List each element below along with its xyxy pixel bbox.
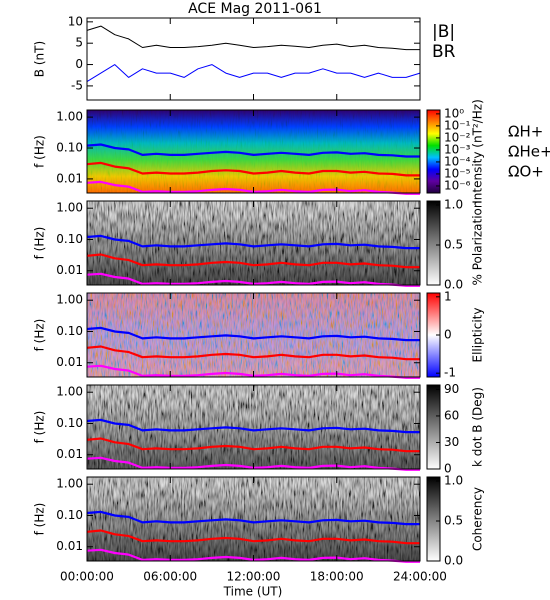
gyrofrequency-line <box>86 510 420 526</box>
gyrofrequency-line <box>86 143 420 158</box>
y-tick-label: -5 <box>71 78 83 92</box>
y-axis-label: f (Hz) <box>33 411 47 444</box>
y-tick-label: 0.10 <box>56 324 83 338</box>
colorbar-tick-label: 90 <box>444 382 459 396</box>
legend-label: ΩHe+ <box>508 143 550 161</box>
colorbar <box>426 109 441 194</box>
colorbar-tick-label: 10⁻⁶ <box>444 178 471 192</box>
colorbar-tick-label: 10⁰ <box>444 106 464 120</box>
gyrofrequency-line <box>86 234 420 250</box>
colorbar-tick-label: 10⁻¹ <box>444 118 471 132</box>
gyrofrequency-line <box>86 345 420 361</box>
y-axis-label: B (nT) <box>33 41 47 77</box>
colorbar-tick-label: 0.5 <box>444 238 463 252</box>
y-tick-label: 1.00 <box>56 477 83 491</box>
y-tick-label: 10 <box>68 14 83 28</box>
y-tick-label: 0.01 <box>56 355 83 369</box>
spectrogram-texture <box>87 293 420 377</box>
colorbar-tick-label: 1.0 <box>444 474 463 488</box>
y-tick-label: 1.00 <box>56 201 83 215</box>
colorbar-label: Ellipticity <box>471 308 485 363</box>
legend-label: BR <box>432 42 456 62</box>
spectrogram-texture <box>87 477 420 561</box>
y-tick-label: 0 <box>75 57 83 71</box>
y-tick-label: 0.10 <box>56 232 83 246</box>
gyrofrequency-line <box>86 326 420 342</box>
x-tick-label: 00:00:00 <box>60 570 114 584</box>
colorbar-tick-label: 60 <box>444 408 459 422</box>
spectrogram-texture <box>87 201 420 285</box>
legend-label: ΩH+ <box>508 123 543 141</box>
colorbar-tick-label: 1 <box>444 289 452 303</box>
colorbar-label: Coherency <box>471 487 485 551</box>
y-tick-label: 0.10 <box>56 141 83 155</box>
colorbar-tick-label: 0 <box>444 328 452 342</box>
plot-frame <box>86 17 421 101</box>
colorbar-tick-label: 0.0 <box>444 554 463 568</box>
colorbar <box>426 476 441 562</box>
colorbar-tick-label: 30 <box>444 435 459 449</box>
x-tick-label: 18:00:00 <box>310 570 364 584</box>
y-tick-label: 0.01 <box>56 447 83 461</box>
y-tick-label: 1.00 <box>56 293 83 307</box>
x-tick-label: 12:00:00 <box>227 570 281 584</box>
colorbar <box>426 200 441 286</box>
data-line <box>86 64 421 83</box>
y-axis-label: f (Hz) <box>33 227 47 260</box>
colorbar-tick-label: 10⁻³ <box>444 142 471 156</box>
colorbar-tick-label: 10⁻² <box>444 130 471 144</box>
spectrogram-texture <box>87 110 420 193</box>
legend-label: |B| <box>432 22 455 42</box>
colorbar <box>426 384 441 470</box>
y-axis-label: f (Hz) <box>33 503 47 536</box>
colorbar-label: Intensity (nT²/Hz) <box>471 99 485 204</box>
colorbar-tick-label: 0.5 <box>444 514 463 528</box>
y-axis-label: f (Hz) <box>33 135 47 168</box>
gyrofrequency-line <box>86 161 420 177</box>
colorbar-tick-label: 0 <box>444 462 452 476</box>
y-tick-label: 0.01 <box>56 539 83 553</box>
colorbar-tick-label: -1 <box>444 366 456 380</box>
colorbar-tick-label: 10⁻⁵ <box>444 166 471 180</box>
spectrogram-texture <box>87 385 420 469</box>
y-tick-label: 0.01 <box>56 263 83 277</box>
x-axis-label: Time (UT) <box>223 585 283 599</box>
chart-title: ACE Mag 2011-061 <box>188 1 322 17</box>
gyrofrequency-line <box>86 418 420 434</box>
colorbar-label: k dot B (Deg) <box>471 387 485 467</box>
colorbar-tick-label: 0.0 <box>444 278 463 292</box>
y-tick-label: 0.10 <box>56 416 83 430</box>
gyrofrequency-line <box>86 437 420 453</box>
gyrofrequency-line <box>86 529 420 545</box>
colorbar-label: % Polarization <box>471 201 485 286</box>
colorbar-tick-label: 10⁻⁴ <box>444 154 471 168</box>
colorbar-tick-label: 1.0 <box>444 198 463 212</box>
y-tick-label: 0.01 <box>56 171 83 185</box>
y-tick-label: 1.00 <box>56 385 83 399</box>
x-tick-label: 24:00:00 <box>393 570 447 584</box>
y-tick-label: 1.00 <box>56 110 83 124</box>
y-tick-label: 0.10 <box>56 508 83 522</box>
x-tick-label: 06:00:00 <box>143 570 197 584</box>
legend-label: ΩO+ <box>508 163 544 181</box>
y-axis-label: f (Hz) <box>33 319 47 352</box>
y-tick-label: 5 <box>75 36 83 50</box>
data-line <box>86 25 420 51</box>
gyrofrequency-line <box>86 253 420 269</box>
